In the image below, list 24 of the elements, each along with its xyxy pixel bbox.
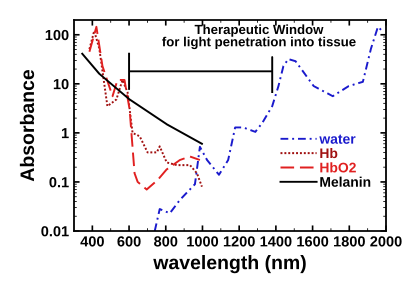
y-tick-label: 100 [46,30,69,40]
x-tick-label: 2000 [370,236,402,247]
x-tick-label: 600 [117,236,141,247]
legend-label: Hb [320,148,338,158]
x-tick-label: 400 [80,236,104,247]
x-tick-label: 1000 [187,236,218,247]
y-tick-label: 0.01 [41,226,69,236]
x-tick-label: 800 [154,236,178,247]
legend-label: Melanin [320,176,370,187]
legend-label: HbO2 [320,162,356,172]
y-tick-label: 1 [62,128,69,138]
y-axis-title: Absorbance [20,70,34,182]
legend-label: water [319,134,356,144]
annotation: Therapeutic Window for light penetration into tissue [162,24,356,50]
x-tick-label: 1200 [224,236,255,247]
line-series [154,26,384,231]
x-axis-title: wavelength (nm) [153,255,306,274]
line-series [81,52,203,145]
line-series [128,52,274,94]
x-tick-label: 1400 [260,236,292,247]
x-tick-label: 1800 [334,236,365,247]
x-tick-label: 1600 [297,236,328,247]
y-tick-label: 0.1 [49,177,69,188]
y-tick-label: 10 [54,78,69,90]
